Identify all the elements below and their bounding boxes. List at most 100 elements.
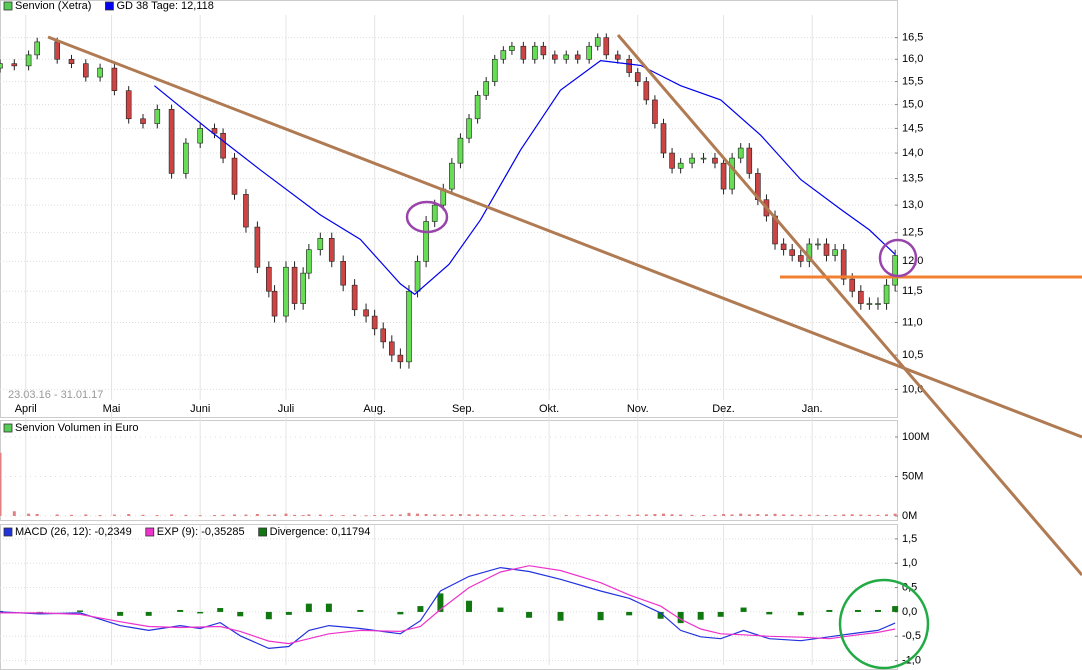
candle-body bbox=[54, 41, 60, 60]
candle-body bbox=[431, 204, 438, 222]
volume-bar bbox=[381, 514, 385, 516]
volume-bar bbox=[407, 512, 411, 516]
volume-bar bbox=[670, 514, 674, 516]
candle-body bbox=[254, 226, 261, 268]
x-tick-label: Okt. bbox=[539, 403, 559, 415]
volume-bar bbox=[467, 514, 471, 516]
candle-body bbox=[243, 194, 249, 228]
trend-line bbox=[616, 34, 1082, 576]
highlight-circle bbox=[405, 200, 449, 234]
candle-body bbox=[340, 261, 346, 286]
legend-label: Senvion (Xetra) bbox=[15, 0, 91, 12]
y-tick-label: 16,5 bbox=[902, 32, 923, 44]
divergence-bar bbox=[697, 611, 704, 620]
y-tick-label: 0M bbox=[902, 510, 917, 522]
volume-bar bbox=[893, 513, 897, 516]
y-tick-label: -0,5 bbox=[902, 630, 921, 642]
volume-bar bbox=[364, 515, 368, 517]
volume-bar bbox=[255, 514, 259, 516]
candle-body bbox=[858, 290, 864, 304]
y-tick-label: 10,5 bbox=[902, 349, 923, 361]
candle-body bbox=[423, 221, 429, 262]
volume-bar bbox=[221, 514, 225, 516]
candle-body bbox=[720, 162, 727, 190]
y-tick-label: 1,5 bbox=[902, 533, 917, 545]
candle-body bbox=[483, 81, 489, 96]
candle-body bbox=[746, 147, 753, 174]
x-tick-label: Juni bbox=[190, 403, 210, 415]
plot-area: April Mai Juni Juli Aug. Sep. Okt. Nov. Dez. Jan.… bbox=[0, 0, 930, 670]
volume-bar bbox=[373, 515, 377, 517]
volume-bar bbox=[739, 513, 743, 516]
x-tick-label: Mai bbox=[103, 403, 121, 415]
highlight-circle bbox=[838, 578, 930, 670]
volume-bar bbox=[627, 514, 631, 516]
volume-bar bbox=[553, 515, 557, 517]
candle-body bbox=[875, 303, 881, 305]
candle-body bbox=[614, 54, 621, 60]
volume-bar bbox=[842, 514, 846, 516]
volume-bar bbox=[141, 514, 145, 516]
volume-bar bbox=[867, 514, 871, 516]
y-tick-label: 12,5 bbox=[902, 227, 923, 239]
divergence-bar bbox=[325, 603, 332, 612]
volume-bar bbox=[825, 514, 829, 516]
candle-body bbox=[406, 290, 412, 363]
volume-bar bbox=[416, 513, 420, 516]
volume-bar bbox=[35, 514, 39, 516]
moving-average-line bbox=[154, 59, 896, 296]
x-tick-label: Jan. bbox=[802, 403, 823, 415]
x-tick-label: Juli bbox=[278, 403, 295, 415]
candle-body bbox=[168, 108, 175, 174]
y-tick-label: 16,0 bbox=[902, 53, 923, 65]
volume-bar bbox=[458, 514, 462, 516]
candle-body bbox=[669, 152, 675, 169]
y-tick-label: 13,0 bbox=[902, 199, 923, 211]
candle-body bbox=[849, 278, 856, 292]
candle-body bbox=[540, 45, 547, 56]
volume-bar bbox=[807, 514, 811, 516]
y-tick-label: 15,0 bbox=[902, 99, 923, 111]
candle-body bbox=[34, 41, 40, 56]
divergence-bar bbox=[285, 611, 292, 615]
candle-body bbox=[552, 54, 558, 60]
panel-frame bbox=[0, 524, 898, 670]
candle-body bbox=[154, 108, 161, 124]
candle-body bbox=[0, 63, 3, 69]
volume-bar bbox=[690, 514, 694, 516]
volume-bar bbox=[398, 514, 402, 516]
volume-bar bbox=[84, 514, 88, 516]
volume-bar bbox=[644, 514, 648, 516]
volume-bar bbox=[850, 514, 854, 516]
candle-body bbox=[586, 45, 592, 60]
candle-body bbox=[283, 266, 289, 317]
legend-swatch bbox=[258, 527, 268, 537]
divergence-bar bbox=[557, 611, 564, 621]
divergence-bar bbox=[265, 611, 272, 620]
candle-body bbox=[643, 81, 650, 101]
divergence-bar bbox=[874, 609, 881, 612]
volume-bar bbox=[244, 514, 248, 516]
volume-bar bbox=[604, 514, 608, 516]
candle-body bbox=[183, 142, 189, 174]
candle-body bbox=[140, 118, 146, 124]
divergence-bar bbox=[237, 611, 244, 617]
divergence-bar bbox=[437, 593, 444, 612]
candle-body bbox=[491, 58, 498, 82]
volume-bar bbox=[816, 514, 820, 516]
candle-body bbox=[700, 157, 707, 160]
candle-body bbox=[197, 128, 203, 144]
x-tick-label: April bbox=[15, 403, 37, 415]
candle-body bbox=[729, 157, 735, 190]
candle-body bbox=[363, 309, 369, 317]
volume-bar bbox=[576, 515, 580, 517]
volume-bar bbox=[0, 452, 2, 516]
volume-bar bbox=[307, 514, 311, 516]
x-tick-label: Sep. bbox=[452, 403, 475, 415]
volume-bar bbox=[636, 514, 640, 516]
candle-body bbox=[306, 249, 312, 274]
volume-bar bbox=[587, 514, 591, 516]
candle-body bbox=[737, 147, 744, 159]
divergence-bar bbox=[197, 611, 204, 614]
divergence-bar bbox=[466, 600, 473, 612]
